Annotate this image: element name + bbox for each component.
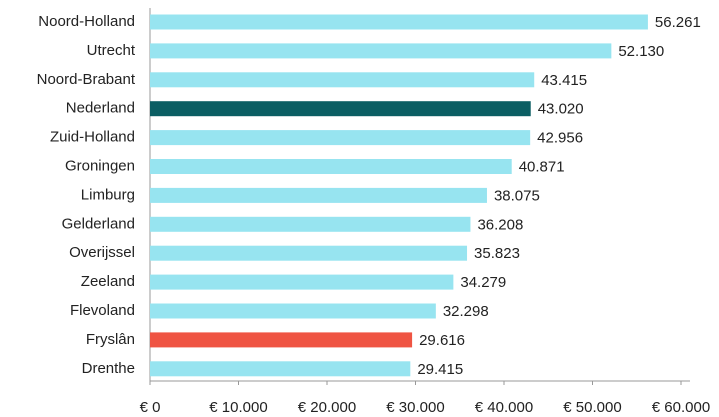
- value-label: 29.616: [419, 332, 465, 349]
- y-tick-label: Drenthe: [82, 360, 135, 377]
- y-tick-label: Zuid-Holland: [50, 129, 135, 146]
- bar: [150, 245, 468, 261]
- y-tick-label: Noord-Brabant: [37, 71, 136, 88]
- x-tick-label: € 0: [140, 399, 161, 416]
- value-label: 29.415: [417, 361, 463, 378]
- y-tick-label: Noord-Holland: [38, 13, 135, 30]
- y-tick-label: Nederland: [66, 100, 135, 117]
- y-tick-label: Groningen: [65, 157, 135, 174]
- x-tick-label: € 40.000: [475, 399, 533, 416]
- value-label: 42.956: [537, 130, 583, 147]
- value-label: 38.075: [494, 187, 540, 204]
- x-tick-label: € 60.000: [652, 399, 710, 416]
- bar: [150, 14, 648, 30]
- value-label: 56.261: [655, 14, 701, 31]
- x-tick-label: € 50.000: [563, 399, 621, 416]
- bar: [150, 361, 411, 377]
- y-tick-label: Fryslân: [86, 331, 135, 348]
- y-tick-label: Overijssel: [69, 244, 135, 261]
- value-label: 35.823: [474, 245, 520, 262]
- x-tick-label: € 10.000: [209, 399, 267, 416]
- bar: [150, 332, 413, 348]
- bar: [150, 216, 471, 232]
- value-label: 40.871: [519, 158, 565, 175]
- value-label: 34.279: [460, 274, 506, 291]
- y-tick-label: Zeeland: [81, 273, 135, 290]
- y-tick-label: Flevoland: [70, 302, 135, 319]
- bar: [150, 130, 531, 146]
- y-tick-label: Limburg: [81, 186, 135, 203]
- bar: [150, 159, 512, 174]
- value-label: 52.130: [618, 43, 664, 60]
- value-label: 43.020: [538, 101, 584, 118]
- bar: [150, 101, 531, 117]
- bar: [150, 187, 487, 203]
- bar: [150, 303, 436, 319]
- bar: [150, 72, 535, 88]
- x-tick-label: € 20.000: [298, 399, 356, 416]
- value-label: 43.415: [541, 72, 587, 89]
- value-label: 32.298: [443, 303, 489, 320]
- bar: [150, 274, 454, 290]
- value-label: 36.208: [477, 216, 523, 233]
- x-tick-label: € 30.000: [386, 399, 444, 416]
- y-tick-label: Utrecht: [87, 42, 136, 59]
- y-tick-label: Gelderland: [62, 215, 135, 232]
- bar: [150, 43, 612, 59]
